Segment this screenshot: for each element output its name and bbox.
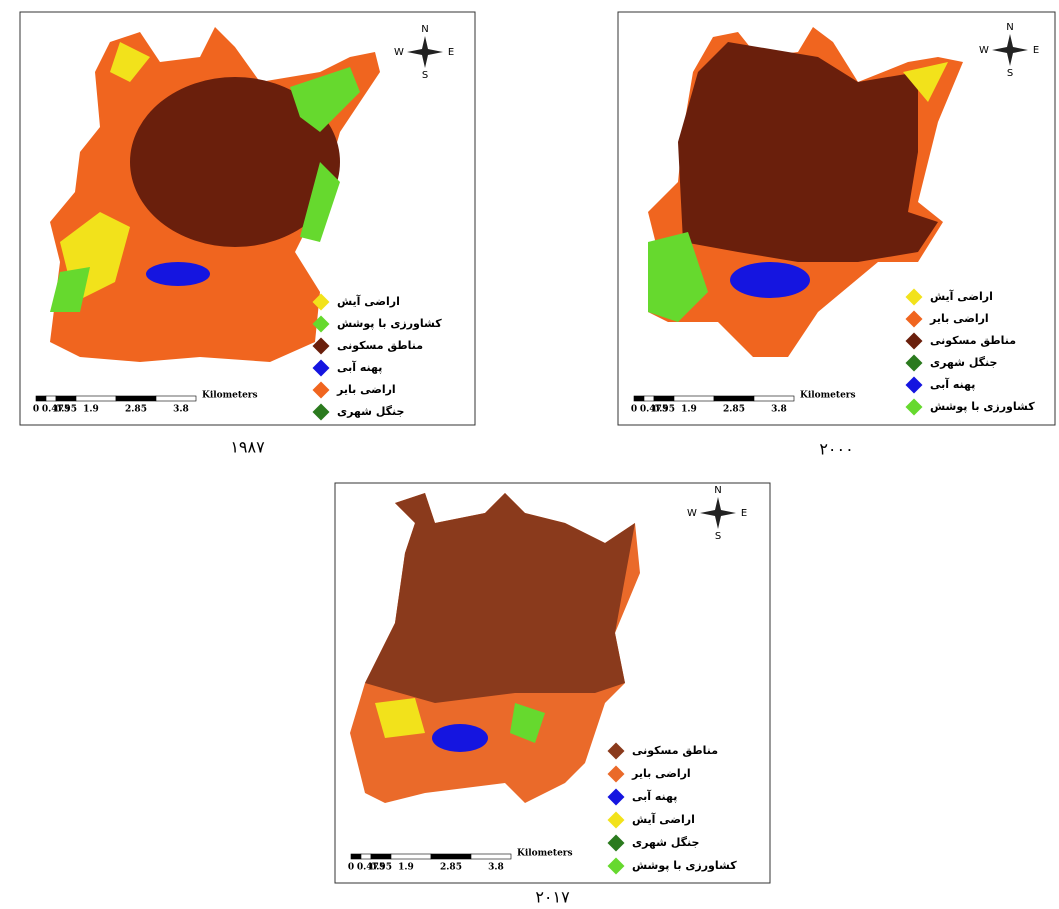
scale-label: 0 xyxy=(33,405,39,415)
scale-label: 1.9 xyxy=(398,863,414,873)
scale-segment xyxy=(76,396,116,401)
compass-n: N xyxy=(714,485,721,496)
legend-label: کشاورزی با پوشش xyxy=(632,859,737,872)
compass-e: E xyxy=(448,47,454,58)
compass-w: W xyxy=(394,47,404,58)
scale-segment xyxy=(46,396,56,401)
scale-segment xyxy=(361,854,371,859)
compass-e: E xyxy=(1033,45,1039,56)
legend-label: اراضی بایر xyxy=(336,383,396,396)
legend-label: اراضی آیش xyxy=(337,294,400,308)
map-caption: ۱۹۸۷ xyxy=(230,438,265,457)
legend-label: اراضی بایر xyxy=(929,312,989,325)
scale-unit: Kilometers xyxy=(517,849,573,859)
scale-segment xyxy=(431,854,471,859)
compass-w: W xyxy=(687,508,697,519)
compass-s: S xyxy=(1007,68,1013,79)
legend-label: جنگل شهری xyxy=(632,836,699,849)
legend-label: کشاورزی با پوشش xyxy=(337,317,442,330)
scale-segment xyxy=(156,396,196,401)
compass-s: S xyxy=(422,70,428,81)
map-1987 xyxy=(20,12,475,425)
scale-segment xyxy=(116,396,156,401)
scale-label: 0.95 xyxy=(55,405,77,415)
legend-label: جنگل شهری xyxy=(337,405,404,418)
map-caption: ۲۰۱۷ xyxy=(535,888,570,907)
scale-unit: Kilometers xyxy=(800,391,856,401)
scale-label: 0 xyxy=(348,863,354,873)
scale-label: 2.85 xyxy=(125,405,147,415)
compass-e: E xyxy=(741,508,747,519)
legend-label: مناطق مسکونی xyxy=(632,744,718,757)
scale-segment xyxy=(471,854,511,859)
scale-label: 3.8 xyxy=(173,405,189,415)
legend-label: مناطق مسکونی xyxy=(337,339,423,352)
scale-segment xyxy=(391,854,431,859)
scale-label: 0.95 xyxy=(370,863,392,873)
map-2017 xyxy=(335,483,770,883)
scale-segment xyxy=(714,396,754,401)
legend-label: پهنه آبی xyxy=(632,789,677,803)
legend-label: اراضی آیش xyxy=(632,812,695,826)
legend-label: کشاورزی با پوشش xyxy=(930,400,1035,413)
scale-label: 0 xyxy=(631,405,637,415)
scale-segment xyxy=(36,396,46,401)
scale-segment xyxy=(754,396,794,401)
scale-segment xyxy=(654,396,674,401)
compass-w: W xyxy=(979,45,989,56)
compass-s: S xyxy=(715,531,721,542)
compass-n: N xyxy=(1006,22,1013,33)
legend-label: پهنه آبی xyxy=(337,360,382,374)
scale-label: 0.95 xyxy=(653,405,675,415)
legend-label: اراضی بایر xyxy=(631,767,691,780)
water xyxy=(432,724,488,752)
scale-segment xyxy=(56,396,76,401)
legend-label: مناطق مسکونی xyxy=(930,334,1016,347)
scale-label: 1.9 xyxy=(681,405,697,415)
scale-label: 3.8 xyxy=(771,405,787,415)
water xyxy=(146,262,210,286)
scale-unit: Kilometers xyxy=(202,391,258,401)
scale-segment xyxy=(674,396,714,401)
scale-label: 2.85 xyxy=(440,863,462,873)
legend-label: پهنه آبی xyxy=(930,377,975,391)
figure: اراضی آیش کشاورزی با پوشش مناطق مسکونی پهنه… xyxy=(0,0,1059,909)
map-caption: ۲۰۰۰ xyxy=(819,440,853,459)
scale-segment xyxy=(634,396,644,401)
scale-label: 3.8 xyxy=(488,863,504,873)
legend-label: جنگل شهری xyxy=(930,356,997,369)
water xyxy=(730,262,810,298)
scale-segment xyxy=(351,854,361,859)
scale-label: 2.85 xyxy=(723,405,745,415)
scale-segment xyxy=(371,854,391,859)
scale-label: 1.9 xyxy=(83,405,99,415)
legend-label: اراضی آیش xyxy=(930,289,993,303)
compass-n: N xyxy=(421,24,428,35)
scale-segment xyxy=(644,396,654,401)
